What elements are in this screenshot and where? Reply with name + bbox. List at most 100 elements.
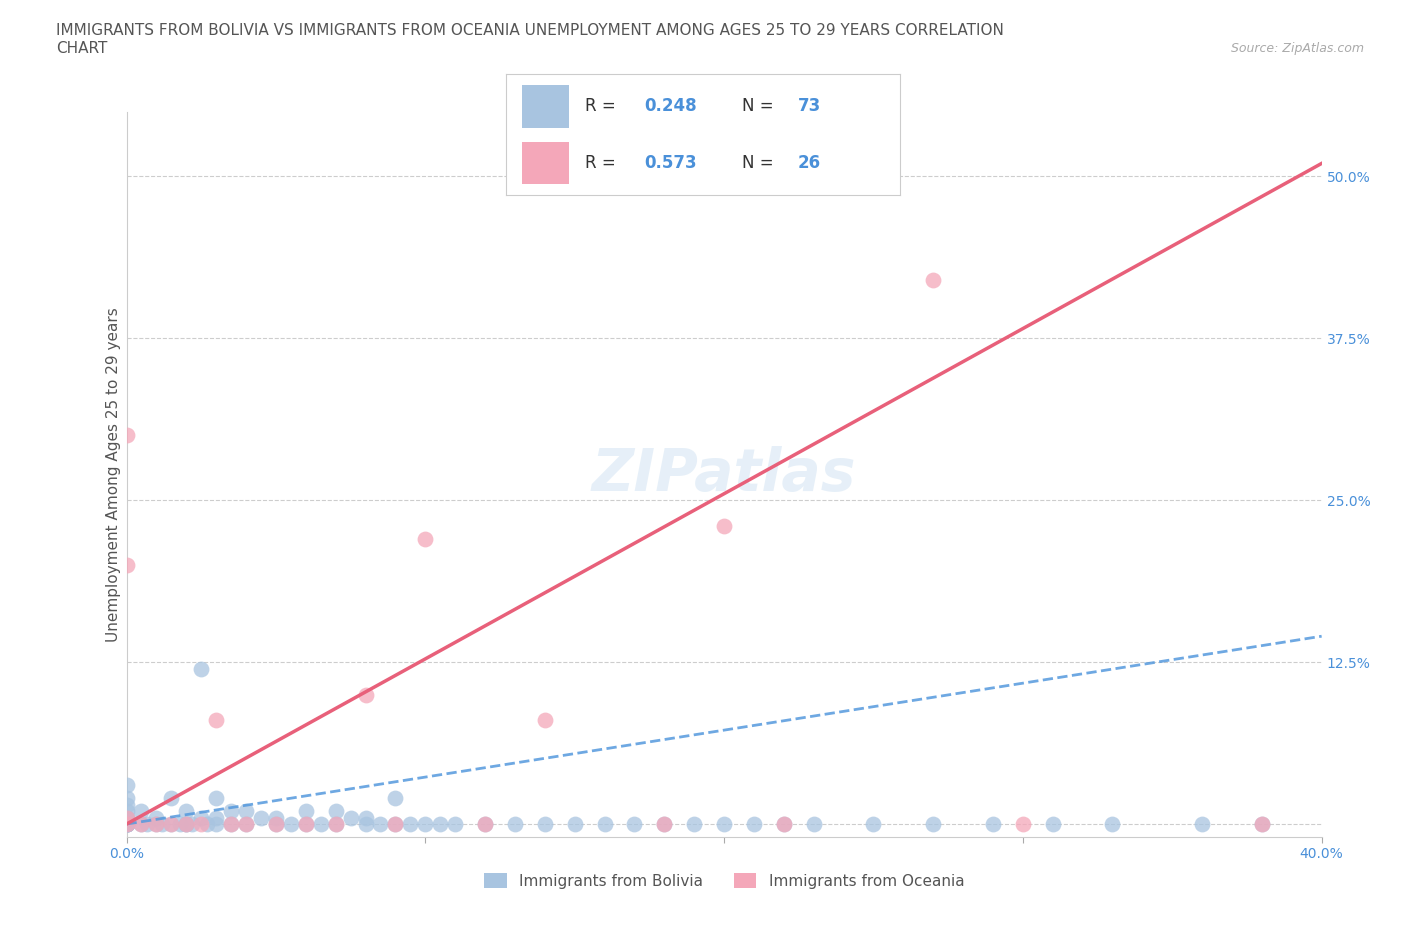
Point [294,817,316,831]
Point [370,817,392,831]
Point [174,817,197,831]
Point [174,817,197,831]
Point [354,810,377,825]
Point [160,817,183,831]
Point [181,817,204,831]
Point [623,817,645,831]
Point [713,817,735,831]
Point [1042,817,1064,831]
Point [922,817,945,831]
FancyBboxPatch shape [522,86,569,127]
Text: 26: 26 [797,154,821,172]
Point [115,817,138,831]
Point [564,817,586,831]
Point [384,817,406,831]
Point [145,817,167,831]
Point [136,817,159,831]
Point [131,804,153,818]
Point [264,817,287,831]
Point [250,810,273,825]
Point [235,817,257,831]
Point [474,817,496,831]
Point [115,790,138,805]
Point [534,713,557,728]
Point [354,687,377,702]
Point [190,810,212,825]
Point [415,817,437,831]
Point [235,817,257,831]
Y-axis label: Unemployment Among Ages 25 to 29 years: Unemployment Among Ages 25 to 29 years [105,307,121,642]
Text: R =: R = [585,98,621,115]
Point [652,817,675,831]
Point [115,817,138,831]
Point [174,817,197,831]
Point [294,817,316,831]
Point [384,790,406,805]
Point [981,817,1004,831]
Point [219,817,242,831]
Point [325,817,347,831]
Point [429,817,451,831]
Text: R =: R = [585,154,621,172]
Point [294,804,316,818]
Point [280,817,302,831]
Point [325,817,347,831]
Point [205,790,228,805]
Point [115,817,138,831]
Point [325,804,347,818]
Text: ZIPatlas: ZIPatlas [592,445,856,503]
Point [773,817,796,831]
Point [145,810,167,825]
Point [152,817,174,831]
Point [174,804,197,818]
Text: Source: ZipAtlas.com: Source: ZipAtlas.com [1230,42,1364,55]
Point [683,817,706,831]
Text: 0.248: 0.248 [644,98,696,115]
Point [115,810,138,825]
Point [415,532,437,547]
Point [115,817,138,831]
Point [115,817,138,831]
Point [131,817,153,831]
Point [205,713,228,728]
Point [399,817,422,831]
Text: 0.573: 0.573 [644,154,696,172]
Point [1191,817,1213,831]
Point [160,817,183,831]
Point [131,817,153,831]
Point [190,817,212,831]
Point [195,817,218,831]
Point [115,777,138,792]
Point [115,817,138,831]
Point [115,804,138,818]
Text: N =: N = [742,98,779,115]
Point [1251,817,1274,831]
Point [354,817,377,831]
Point [773,817,796,831]
Point [115,428,138,443]
Point [115,810,138,825]
Point [145,817,167,831]
Point [115,810,138,825]
Point [503,817,526,831]
Point [444,817,467,831]
Point [264,817,287,831]
Point [652,817,675,831]
Point [115,797,138,812]
Point [160,790,183,805]
Point [593,817,616,831]
Point [1251,817,1274,831]
Point [205,817,228,831]
Point [713,519,735,534]
Point [922,272,945,287]
Point [115,558,138,573]
Point [219,804,242,818]
Point [115,817,138,831]
Point [803,817,825,831]
Point [339,810,361,825]
Text: N =: N = [742,154,779,172]
Point [742,817,765,831]
Point [534,817,557,831]
Point [474,817,496,831]
Point [1101,817,1123,831]
